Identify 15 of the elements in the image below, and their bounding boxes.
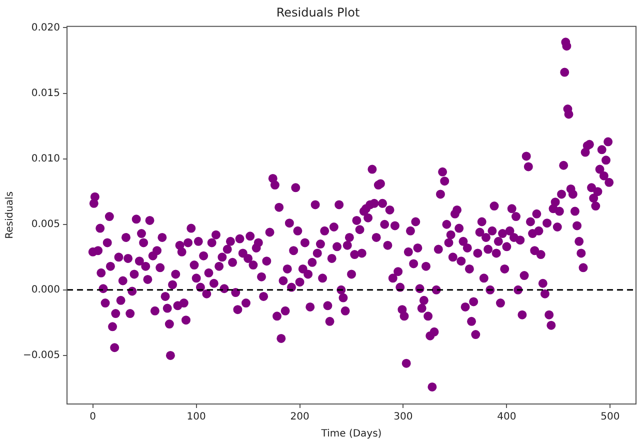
y-tick-label: 0.000	[31, 284, 60, 296]
x-tick-label: 0	[90, 412, 96, 423]
y-tick-label: 0.005	[31, 218, 60, 230]
x-tick-label: 500	[600, 412, 620, 423]
y-axis-title: Residuals	[4, 191, 16, 239]
x-tick-label: 300	[394, 412, 413, 423]
y-tick-label: 0.020	[31, 22, 60, 34]
chart-title: Residuals Plot	[276, 5, 360, 20]
y-tick-label: −0.005	[22, 350, 60, 362]
y-tick-label: 0.010	[31, 153, 60, 164]
x-tick-label: 100	[186, 412, 206, 423]
x-tick-label: 200	[290, 412, 310, 423]
y-tick-label: 0.015	[31, 88, 60, 99]
x-tick-label: 400	[497, 412, 516, 423]
x-axis-title: Time (Days)	[320, 428, 382, 440]
